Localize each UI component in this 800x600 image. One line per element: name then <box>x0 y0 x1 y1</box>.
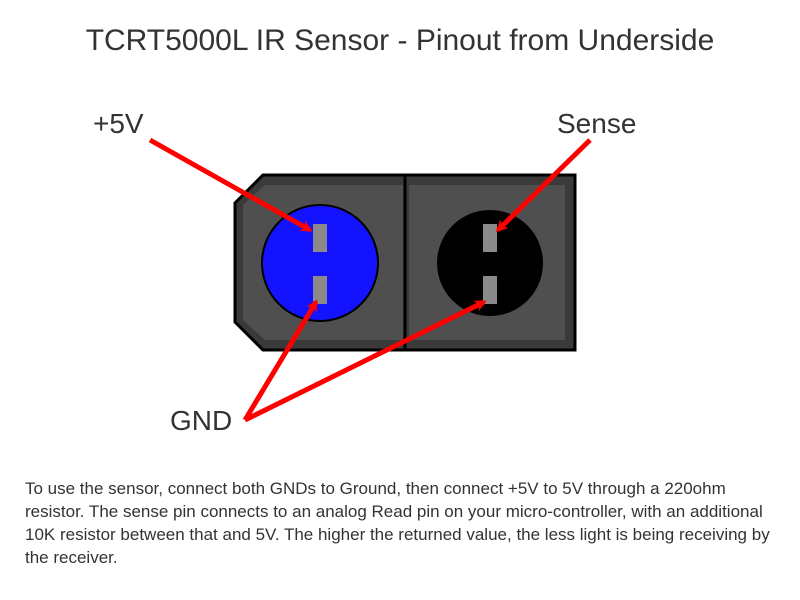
pin-vcc <box>313 224 327 252</box>
pin-sense <box>483 224 497 252</box>
page-title: TCRT5000L IR Sensor - Pinout from Unders… <box>0 24 800 58</box>
usage-description: To use the sensor, connect both GNDs to … <box>25 478 775 570</box>
label-gnd: GND <box>170 405 232 437</box>
pin-gnd_right <box>483 276 497 304</box>
pin-gnd_left <box>313 276 327 304</box>
pinout-diagram: +5V Sense GND <box>0 80 800 460</box>
label-5v: +5V <box>93 108 144 140</box>
label-sense: Sense <box>557 108 636 140</box>
